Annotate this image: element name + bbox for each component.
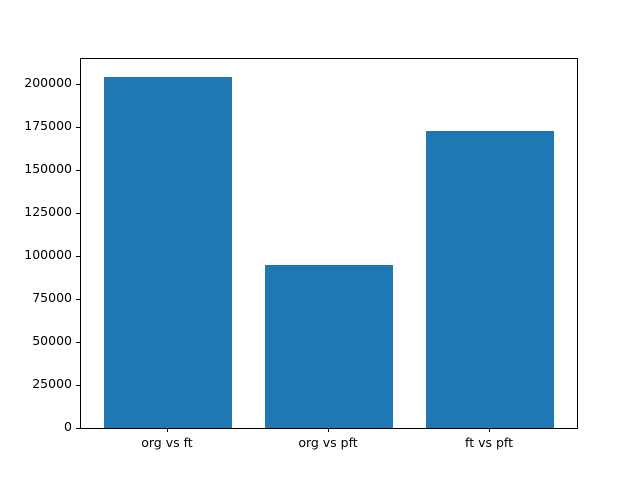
x-tick-label: ft vs pft bbox=[465, 435, 514, 450]
y-tick-label: 25000 bbox=[32, 376, 72, 392]
y-tick-mark bbox=[76, 83, 80, 85]
x-tick-label: org vs pft bbox=[298, 435, 358, 450]
bar-ft-vs-pft bbox=[425, 130, 555, 428]
y-tick-mark bbox=[76, 384, 80, 386]
y-tick-label: 125000 bbox=[24, 204, 72, 220]
y-tick-label: 200000 bbox=[24, 75, 72, 91]
bar-org-vs-pft bbox=[264, 264, 394, 428]
y-tick-mark bbox=[76, 298, 80, 300]
y-tick-mark bbox=[76, 255, 80, 257]
x-tick-mark bbox=[166, 428, 168, 432]
y-tick-mark bbox=[76, 212, 80, 214]
x-tick-mark bbox=[489, 428, 491, 432]
y-tick-label: 150000 bbox=[24, 161, 72, 177]
y-tick-mark bbox=[76, 341, 80, 343]
y-tick-label: 100000 bbox=[24, 247, 72, 263]
bar-org-vs-ft bbox=[103, 77, 233, 428]
y-tick-label: 75000 bbox=[32, 290, 72, 306]
x-tick-mark bbox=[328, 428, 329, 432]
x-tick-label: org vs ft bbox=[141, 435, 193, 450]
y-tick-mark bbox=[76, 427, 80, 429]
y-tick-label: 175000 bbox=[24, 118, 72, 134]
y-tick-label: 0 bbox=[64, 419, 72, 434]
y-tick-label: 50000 bbox=[32, 333, 72, 349]
y-tick-mark bbox=[76, 169, 80, 171]
y-tick-mark bbox=[76, 126, 80, 128]
plot-area bbox=[76, 58, 578, 429]
